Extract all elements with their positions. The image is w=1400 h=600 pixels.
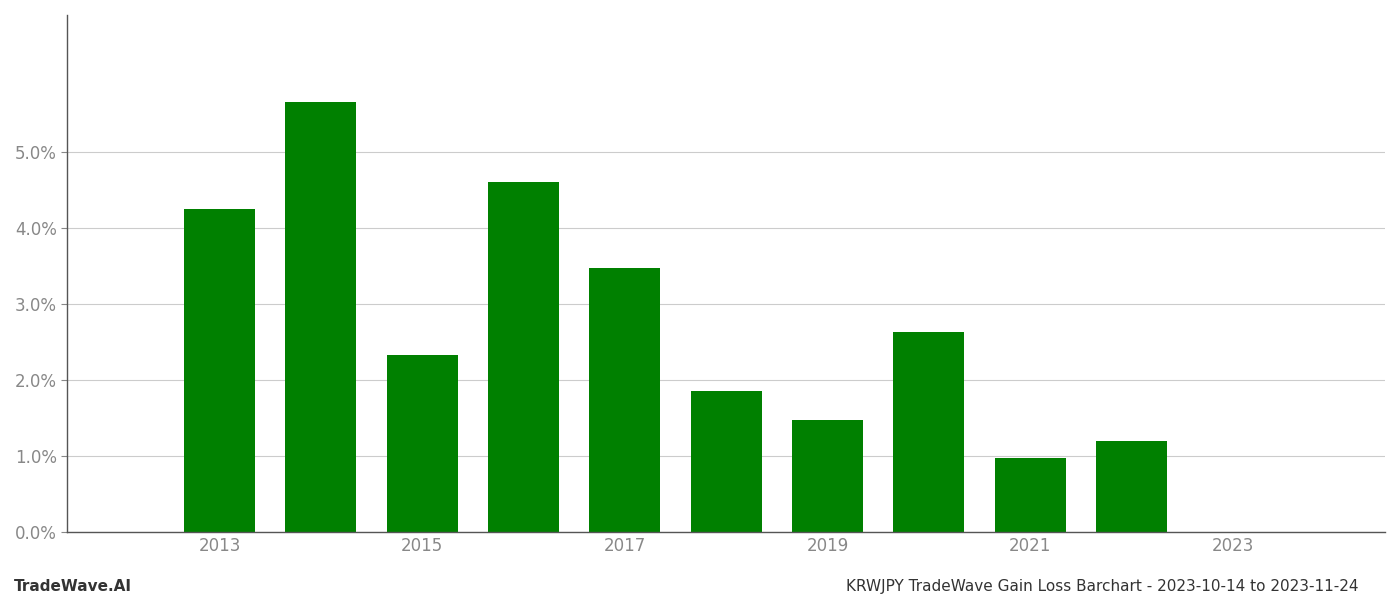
Bar (386, 355, 458, 532)
Text: KRWJPY TradeWave Gain Loss Barchart - 2023-10-14 to 2023-11-24: KRWJPY TradeWave Gain Loss Barchart - 20… (846, 579, 1358, 594)
Bar (589, 268, 661, 532)
Text: TradeWave.AI: TradeWave.AI (14, 579, 132, 594)
Bar (286, 103, 356, 532)
Bar (893, 332, 965, 532)
Bar (690, 391, 762, 532)
Bar (995, 458, 1065, 532)
Bar (489, 182, 559, 532)
Bar (1096, 441, 1168, 532)
Bar (183, 209, 255, 532)
Bar (792, 421, 862, 532)
